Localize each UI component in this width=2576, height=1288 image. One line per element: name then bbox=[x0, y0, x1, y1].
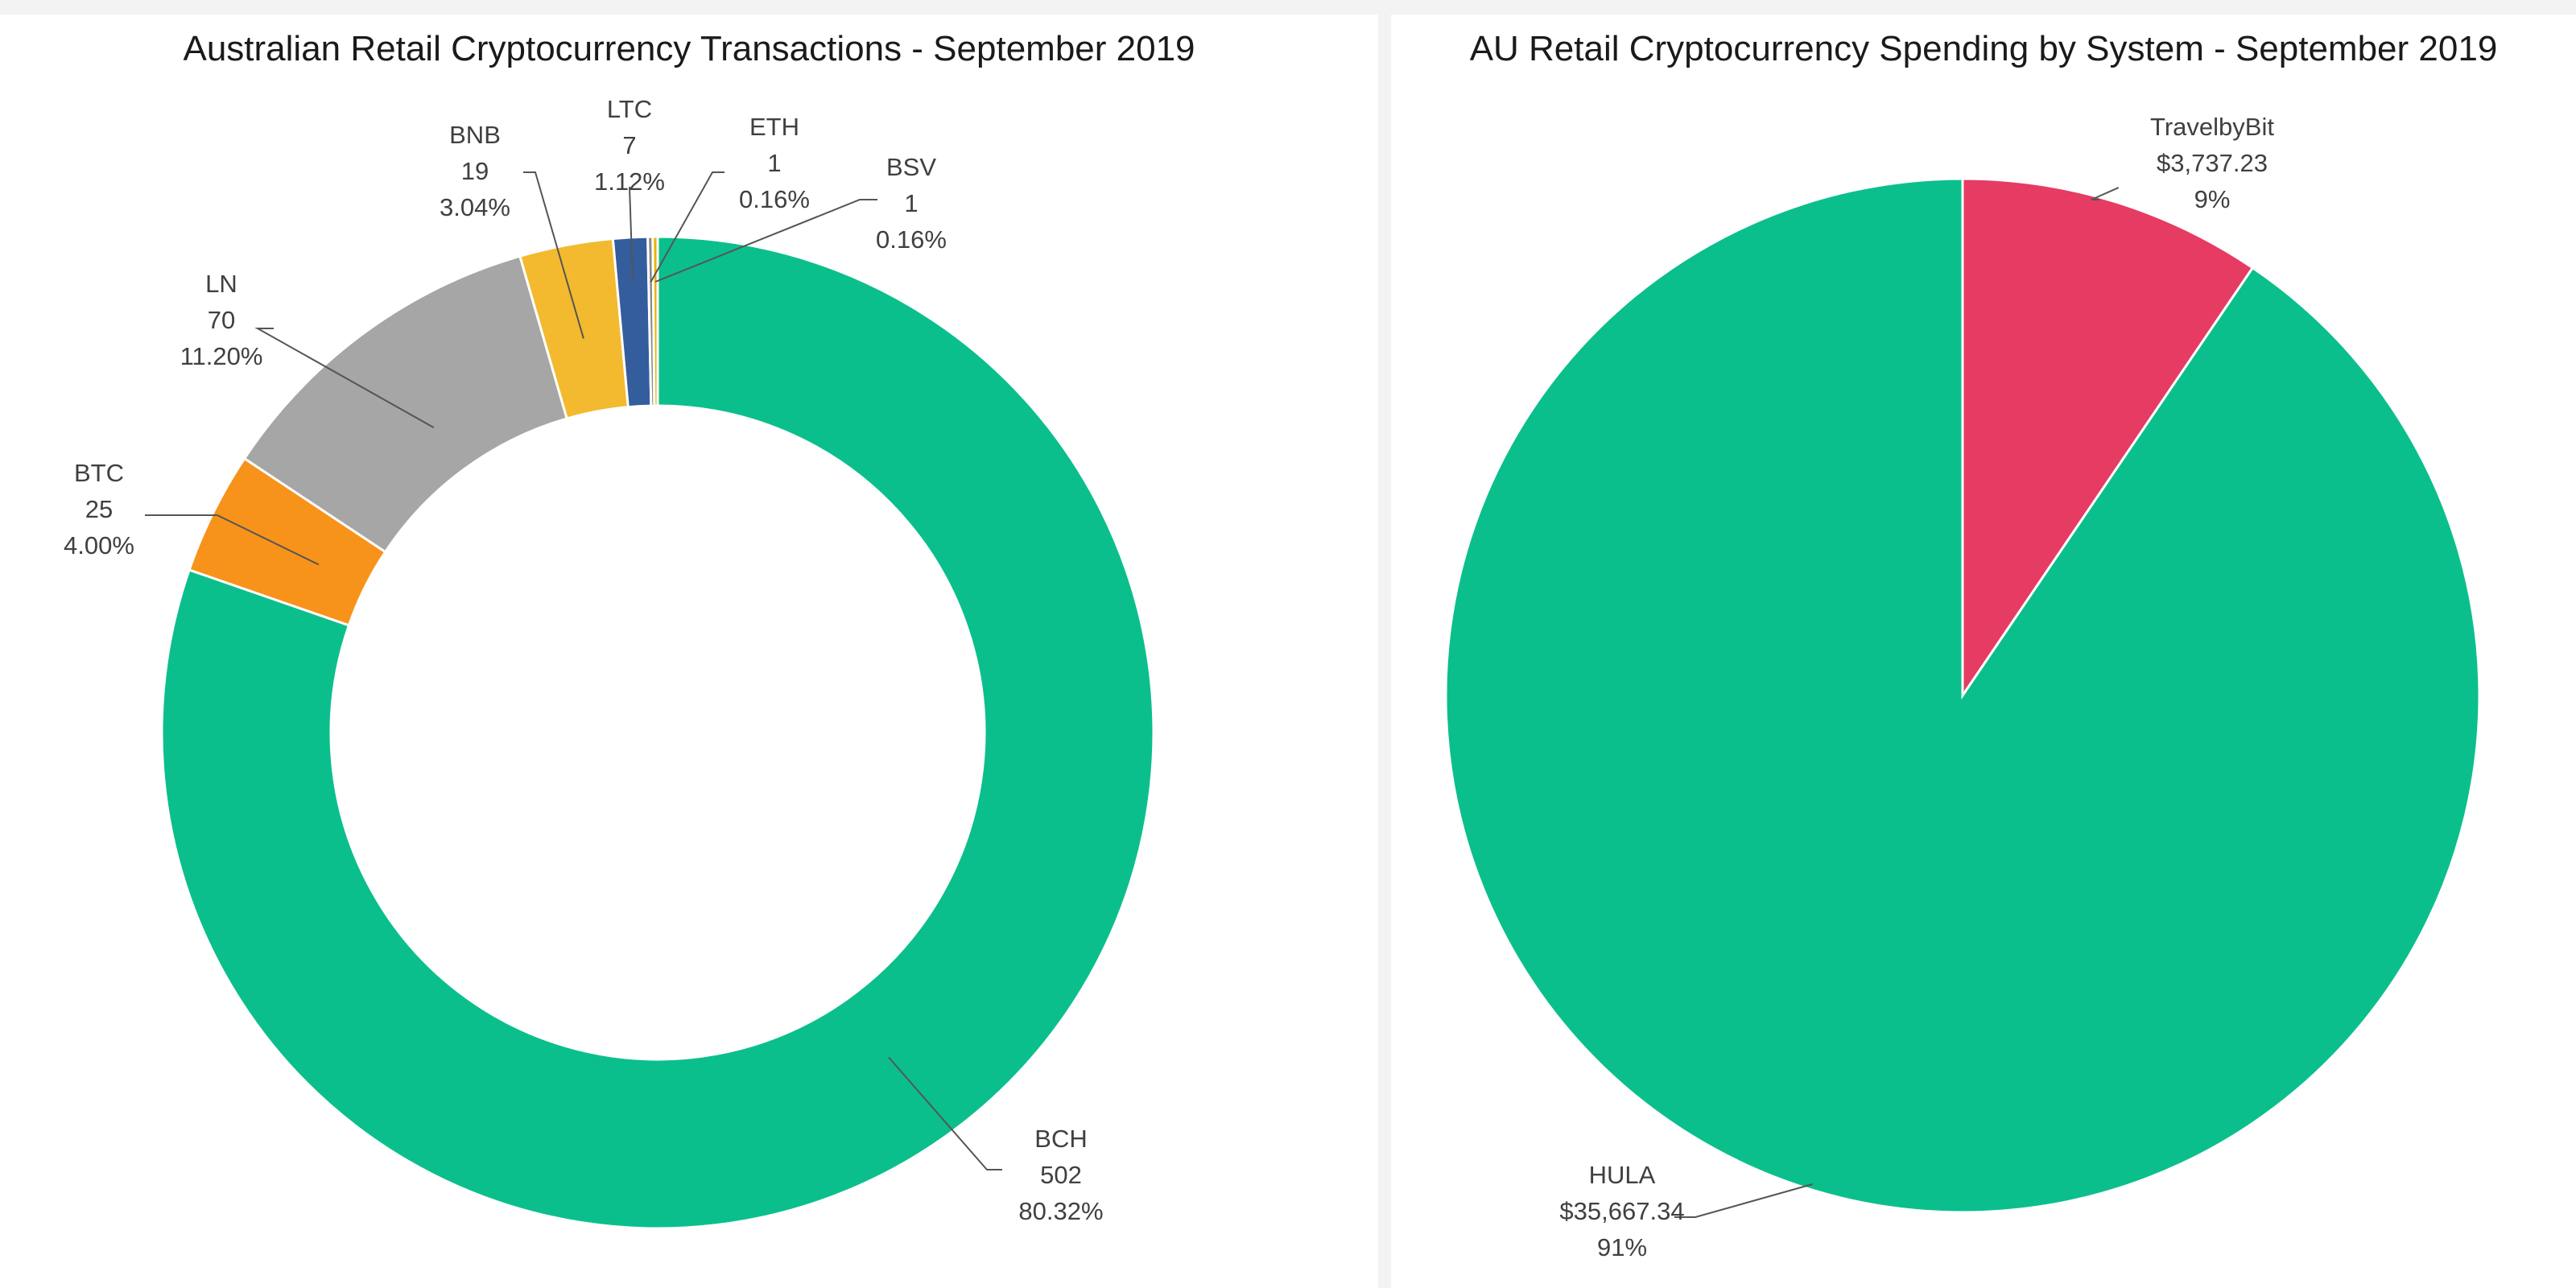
transactions-slice-bch bbox=[160, 235, 1155, 1230]
transactions-chart-title: Australian Retail Cryptocurrency Transac… bbox=[183, 29, 1195, 68]
transactions-label-ln-line-2: 70 bbox=[208, 306, 235, 334]
transactions-label-bsv: BSV 1 0.16% bbox=[654, 153, 947, 283]
spending-pie-chart: TravelbyBit $3,737.23 9% HULA $35,667.34 91% bbox=[1444, 113, 2481, 1261]
spending-label-travelbybit-line-1: TravelbyBit bbox=[2150, 113, 2274, 141]
transactions-label-ltc-line-1: LTC bbox=[607, 95, 652, 123]
transactions-label-btc-line-2: 25 bbox=[85, 495, 113, 523]
transactions-label-eth-line-3: 0.16% bbox=[739, 185, 810, 213]
spending-label-hula-line-1: HULA bbox=[1589, 1161, 1656, 1189]
transactions-label-bnb-line-1: BNB bbox=[449, 121, 501, 149]
transactions-label-eth-line-2: 1 bbox=[767, 149, 781, 177]
transactions-label-eth: ETH 1 0.16% bbox=[650, 113, 810, 283]
spending-leader-travelbybit bbox=[2091, 187, 2120, 200]
transactions-donut-chart: BCH 502 80.32% BTC 25 4.00% LN 70 11.20% BNB 19 3.0… bbox=[64, 95, 1155, 1230]
transactions-label-ltc-line-3: 1.12% bbox=[594, 167, 665, 196]
transactions-label-bnb-line-2: 19 bbox=[461, 157, 489, 185]
transactions-label-btc: BTC 25 4.00% bbox=[64, 459, 320, 566]
transactions-label-bsv-line-1: BSV bbox=[886, 153, 936, 181]
transactions-label-bch-line-2: 502 bbox=[1040, 1161, 1082, 1189]
spending-slice-hula bbox=[1444, 177, 2481, 1214]
transactions-label-ln: LN 70 11.20% bbox=[180, 270, 435, 429]
transactions-label-bsv-line-3: 0.16% bbox=[876, 225, 947, 254]
spending-slice-travelbybit bbox=[1961, 177, 2255, 700]
spending-leader-hula bbox=[1674, 1183, 1813, 1218]
transactions-label-bch-line-1: BCH bbox=[1034, 1125, 1087, 1153]
transactions-label-ltc-line-2: 7 bbox=[622, 131, 636, 159]
transactions-leader-ln bbox=[254, 328, 435, 429]
transactions-label-btc-line-3: 4.00% bbox=[64, 531, 134, 559]
spending-label-travelbybit-line-3: 9% bbox=[2194, 185, 2231, 213]
transactions-label-ltc: LTC 7 1.12% bbox=[594, 95, 665, 283]
transactions-leader-eth bbox=[650, 171, 724, 283]
transactions-label-bch-line-3: 80.32% bbox=[1018, 1197, 1103, 1225]
transactions-leader-bnb bbox=[523, 171, 584, 339]
transactions-chart-panel: Australian Retail Cryptocurrency Transac… bbox=[0, 14, 1378, 1288]
transactions-label-bsv-line-2: 1 bbox=[904, 189, 918, 217]
spending-label-hula: HULA $35,667.34 91% bbox=[1559, 1161, 1813, 1261]
spending-label-travelbybit-line-2: $3,737.23 bbox=[2157, 149, 2268, 177]
transactions-slice-bsv bbox=[651, 235, 659, 407]
spending-chart-panel: AU Retail Cryptocurrency Spending by Sys… bbox=[1391, 14, 2576, 1288]
spending-label-travelbybit: TravelbyBit $3,737.23 9% bbox=[2091, 113, 2274, 213]
transactions-label-eth-line-1: ETH bbox=[749, 113, 799, 141]
transactions-label-bch: BCH 502 80.32% bbox=[888, 1056, 1104, 1225]
transactions-label-ln-line-1: LN bbox=[205, 270, 237, 298]
spending-chart-title: AU Retail Cryptocurrency Spending by Sys… bbox=[1469, 29, 2498, 68]
transactions-label-bnb: BNB 19 3.04% bbox=[440, 121, 584, 339]
transactions-label-ln-line-3: 11.20% bbox=[180, 342, 263, 370]
transactions-leader-btc bbox=[145, 514, 320, 566]
spending-label-hula-line-2: $35,667.34 bbox=[1559, 1197, 1684, 1225]
transactions-leader-bch bbox=[888, 1056, 1002, 1170]
spending-label-hula-line-3: 91% bbox=[1597, 1233, 1647, 1261]
transactions-leader-ltc bbox=[629, 186, 634, 283]
transactions-label-btc-line-1: BTC bbox=[74, 459, 124, 487]
transactions-leader-bsv bbox=[654, 199, 877, 283]
transactions-label-bnb-line-3: 3.04% bbox=[440, 193, 510, 221]
